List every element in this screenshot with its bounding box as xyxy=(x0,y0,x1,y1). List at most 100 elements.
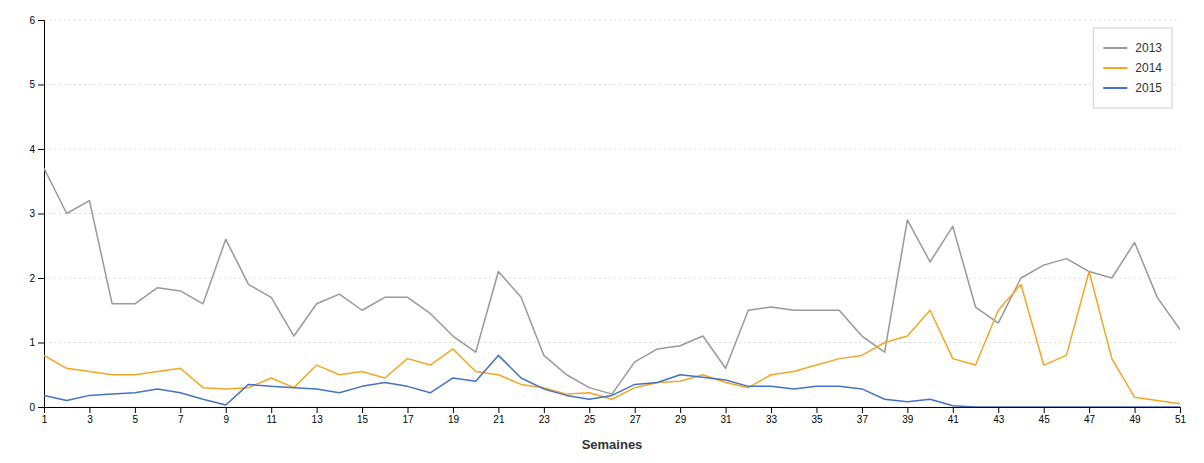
x-tick-mark xyxy=(816,407,817,413)
x-axis-line xyxy=(45,408,1181,414)
grid-line xyxy=(44,84,1180,85)
x-tick-label: 25 xyxy=(584,414,596,425)
legend-item: 2014 xyxy=(1103,61,1162,75)
series-line xyxy=(44,272,1180,404)
grid-line xyxy=(44,149,1180,150)
x-tick-mark xyxy=(907,407,908,413)
x-tick-mark xyxy=(862,407,863,413)
y-tick-label: 3 xyxy=(29,208,35,219)
grid-line xyxy=(44,278,1180,279)
x-tick: 25 xyxy=(584,407,596,425)
x-tick-label: 9 xyxy=(223,414,229,425)
x-tick-label: 41 xyxy=(948,414,960,425)
x-tick: 21 xyxy=(493,407,505,425)
grid-line xyxy=(44,342,1180,343)
x-tick-mark xyxy=(362,407,363,413)
y-tick: 0 xyxy=(29,402,44,413)
x-tick-label: 31 xyxy=(721,414,733,425)
x-tick-mark xyxy=(771,407,772,413)
x-tick-label: 15 xyxy=(357,414,369,425)
y-axis-line xyxy=(38,21,45,408)
x-tick-mark xyxy=(1180,407,1181,413)
legend-swatch xyxy=(1103,87,1127,89)
x-axis: 1357911131517192123252729313335373941434… xyxy=(42,407,1187,425)
series-group xyxy=(44,168,1180,407)
x-tick-label: 17 xyxy=(402,414,414,425)
legend-swatch xyxy=(1103,67,1127,69)
y-tick: 2 xyxy=(29,273,44,284)
x-tick: 23 xyxy=(539,407,551,425)
x-tick-label: 27 xyxy=(630,414,642,425)
legend: 2013 2014 2015 xyxy=(1093,28,1172,108)
y-tick-label: 0 xyxy=(29,402,35,413)
x-tick: 29 xyxy=(675,407,687,425)
series-line xyxy=(44,168,1180,394)
y-tick-mark xyxy=(38,214,44,215)
grid-line xyxy=(44,20,1180,21)
y-tick-label: 2 xyxy=(29,273,35,284)
x-tick-mark xyxy=(317,407,318,413)
y-tick-mark xyxy=(38,85,44,86)
x-tick: 11 xyxy=(267,407,278,425)
legend-label: 2015 xyxy=(1135,81,1162,95)
x-tick: 13 xyxy=(312,407,324,425)
x-tick-label: 37 xyxy=(857,414,869,425)
x-tick-label: 1 xyxy=(42,414,48,425)
legend-item: 2013 xyxy=(1103,41,1162,55)
x-tick-mark xyxy=(408,407,409,413)
y-tick-label: 1 xyxy=(29,337,35,348)
y-tick-mark xyxy=(38,278,44,279)
x-axis-title: Semaines xyxy=(582,437,643,452)
x-tick-label: 45 xyxy=(1039,414,1051,425)
x-tick-mark xyxy=(998,407,999,413)
x-tick-label: 51 xyxy=(1175,414,1187,425)
x-tick-label: 33 xyxy=(766,414,778,425)
x-tick-label: 19 xyxy=(448,414,460,425)
x-tick-label: 49 xyxy=(1129,414,1141,425)
y-tick-label: 6 xyxy=(29,15,35,26)
x-tick: 37 xyxy=(857,407,869,425)
x-tick: 27 xyxy=(630,407,642,425)
x-tick: 39 xyxy=(902,407,914,425)
x-tick: 49 xyxy=(1129,407,1141,425)
x-tick-label: 29 xyxy=(675,414,687,425)
legend-frame xyxy=(1093,28,1172,108)
x-tick: 51 xyxy=(1175,407,1187,425)
x-tick: 5 xyxy=(133,407,139,425)
x-tick: 47 xyxy=(1084,407,1096,425)
y-tick-mark xyxy=(38,343,44,344)
x-tick-label: 5 xyxy=(133,414,139,425)
x-tick-mark xyxy=(544,407,545,413)
y-tick-mark xyxy=(38,20,44,21)
x-tick-label: 21 xyxy=(493,414,505,425)
y-tick-label: 4 xyxy=(29,144,35,155)
x-tick-mark xyxy=(89,407,90,413)
x-tick: 17 xyxy=(402,407,414,425)
y-tick-mark xyxy=(38,149,44,150)
x-tick-label: 23 xyxy=(539,414,551,425)
x-tick-mark xyxy=(135,407,136,413)
y-tick: 1 xyxy=(29,337,44,348)
y-axis: 0 1 2 3 4 5 6 xyxy=(29,15,44,413)
x-tick: 9 xyxy=(223,407,229,425)
x-tick-label: 39 xyxy=(902,414,914,425)
x-tick: 35 xyxy=(811,407,823,425)
x-tick: 7 xyxy=(178,407,184,425)
x-tick-mark xyxy=(726,407,727,413)
x-tick-label: 11 xyxy=(267,414,278,425)
legend-item: 2015 xyxy=(1103,81,1162,95)
x-tick-mark xyxy=(589,407,590,413)
x-tick: 1 xyxy=(42,407,48,425)
x-tick-label: 35 xyxy=(811,414,823,425)
grid xyxy=(44,20,1180,407)
y-tick-label: 5 xyxy=(29,79,35,90)
y-tick: 4 xyxy=(29,144,44,155)
legend-label: 2014 xyxy=(1135,61,1162,75)
x-tick-label: 13 xyxy=(312,414,324,425)
x-tick-mark xyxy=(453,407,454,413)
y-tick: 6 xyxy=(29,15,44,26)
x-tick-mark xyxy=(953,407,954,413)
series-line xyxy=(44,355,1180,407)
chart: 1357911131517192123252729313335373941434… xyxy=(0,0,1204,463)
x-tick: 31 xyxy=(721,407,733,425)
